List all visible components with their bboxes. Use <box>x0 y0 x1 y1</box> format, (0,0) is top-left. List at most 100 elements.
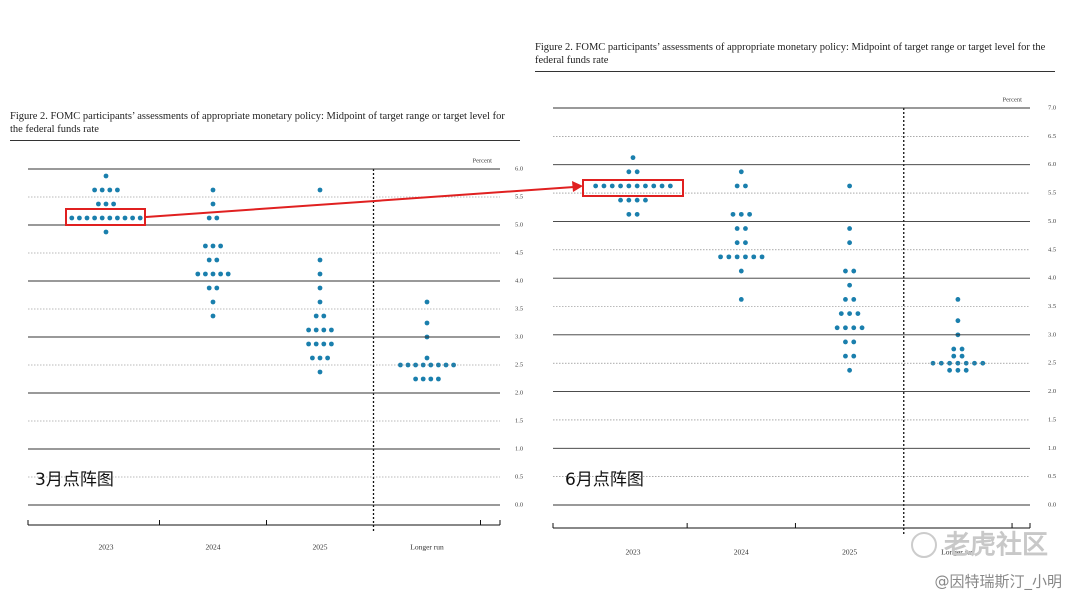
watermark-icon <box>911 532 937 558</box>
x-tick-label: Longer run <box>410 543 444 552</box>
dot <box>847 282 852 288</box>
dot <box>313 313 319 319</box>
y-tick-label: 0.0 <box>515 501 523 508</box>
dot <box>428 376 434 382</box>
y-tick-label: 5.5 <box>1048 190 1056 197</box>
y-tick-label: 2.0 <box>515 389 523 396</box>
dot <box>107 187 113 193</box>
dot <box>306 327 311 333</box>
dot <box>424 299 430 305</box>
dot <box>96 201 101 207</box>
dot <box>738 211 744 217</box>
y-tick-label: 5.0 <box>1048 218 1056 225</box>
dot <box>659 183 665 189</box>
x-tick-label: 2023 <box>626 548 641 557</box>
dot <box>851 339 857 345</box>
dot <box>195 271 201 277</box>
y-tick-label: 4.5 <box>1048 246 1056 253</box>
highlight-box <box>65 208 146 226</box>
dot <box>601 183 607 189</box>
dot <box>103 201 109 207</box>
dot <box>734 226 740 231</box>
dot <box>111 201 116 207</box>
y-tick-label: 6.5 <box>1048 133 1056 140</box>
y-tick-label: 4.5 <box>515 249 523 256</box>
dot <box>855 311 861 316</box>
y-tick-label: 3.0 <box>515 333 523 340</box>
dot <box>210 201 216 207</box>
y-tick-label: 0.5 <box>515 473 523 480</box>
dot <box>847 311 852 316</box>
dot <box>626 183 632 189</box>
y-tick-label: 1.0 <box>1048 445 1056 452</box>
dot <box>634 169 640 175</box>
dot <box>751 254 757 260</box>
dot <box>405 362 411 368</box>
dot <box>203 271 208 277</box>
dot <box>843 353 848 359</box>
dot <box>218 243 224 249</box>
y-tick-label: 2.5 <box>1048 360 1056 367</box>
y-tick-label: 7.0 <box>1048 104 1056 111</box>
x-tick-label: 2023 <box>99 543 114 552</box>
dot <box>413 376 418 382</box>
watermark: @因特瑞斯汀_小明 <box>934 573 1062 592</box>
dot <box>609 183 615 189</box>
dot <box>743 254 748 260</box>
y-tick-label: 3.0 <box>1048 331 1056 338</box>
y-tick-label: 2.0 <box>1048 388 1056 395</box>
dot <box>210 299 216 305</box>
watermark: 老虎社区 <box>944 530 1048 561</box>
dot <box>626 197 632 203</box>
chart-title: Figure 2. FOMC participants’ assessments… <box>535 41 1055 72</box>
dot <box>317 271 323 277</box>
y-tick-label: 6.0 <box>515 165 523 172</box>
y-tick-label: 3.5 <box>515 305 523 312</box>
dot <box>321 327 327 333</box>
dot <box>424 355 430 361</box>
dot <box>321 313 327 319</box>
dot <box>329 327 334 333</box>
dot <box>930 360 936 366</box>
dot <box>634 183 640 189</box>
dot <box>122 215 128 221</box>
dot <box>734 254 740 260</box>
dot <box>955 318 961 324</box>
y-axis-label: Percent <box>473 157 493 164</box>
dot <box>317 355 323 361</box>
dot <box>955 367 961 373</box>
dot <box>851 268 857 274</box>
dot <box>103 173 109 179</box>
dot <box>859 325 865 331</box>
dot <box>630 155 636 161</box>
dot <box>225 271 231 277</box>
dot <box>306 341 311 347</box>
dot <box>634 197 640 203</box>
dot <box>92 187 97 193</box>
dot <box>847 367 852 373</box>
dot <box>843 268 848 274</box>
annotation: 3月点阵图 <box>35 470 114 490</box>
dot <box>436 362 441 368</box>
dot <box>69 215 75 221</box>
dot <box>626 211 632 217</box>
dot <box>313 327 319 333</box>
y-tick-label: 1.5 <box>1048 416 1056 423</box>
dot <box>651 183 657 189</box>
y-tick-label: 5.5 <box>515 193 523 200</box>
dot <box>738 268 744 274</box>
dot <box>643 197 648 203</box>
x-tick-label: Longer run <box>941 548 975 557</box>
dot <box>92 215 97 221</box>
dot <box>310 355 315 361</box>
dot <box>959 353 965 359</box>
dot <box>99 187 105 193</box>
dot <box>420 362 426 368</box>
dot <box>955 360 961 366</box>
dot <box>959 346 965 352</box>
dot <box>203 243 208 249</box>
dot <box>206 285 212 291</box>
y-tick-label: 6.0 <box>1048 161 1056 168</box>
y-tick-label: 1.5 <box>515 417 523 424</box>
